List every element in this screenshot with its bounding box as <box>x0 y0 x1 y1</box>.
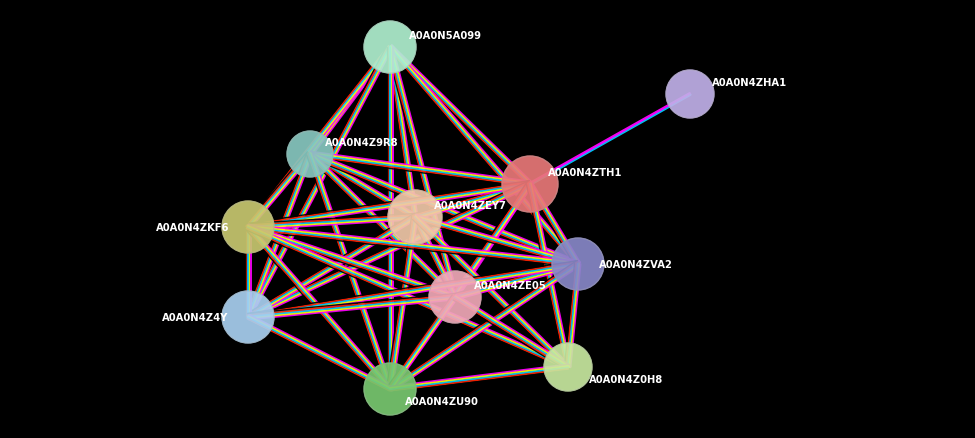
Circle shape <box>552 238 604 290</box>
Circle shape <box>429 272 481 323</box>
Text: A0A0N4ZKF6: A0A0N4ZKF6 <box>156 223 230 233</box>
Circle shape <box>544 343 592 391</box>
Text: A0A0N4Z9R8: A0A0N4Z9R8 <box>326 138 399 148</box>
Circle shape <box>502 157 558 212</box>
Text: A0A0N4ZVA2: A0A0N4ZVA2 <box>599 259 673 269</box>
Circle shape <box>388 191 442 244</box>
Circle shape <box>666 71 714 119</box>
Circle shape <box>364 363 416 415</box>
Circle shape <box>222 201 274 254</box>
Text: A0A0N4Z0H8: A0A0N4Z0H8 <box>589 374 663 384</box>
Text: A0A0N4ZU90: A0A0N4ZU90 <box>405 396 479 406</box>
Text: A0A0N4ZHA1: A0A0N4ZHA1 <box>713 78 788 88</box>
Circle shape <box>364 22 416 74</box>
Text: A0A0N4ZTH1: A0A0N4ZTH1 <box>548 168 622 177</box>
Text: A0A0N4Z4Y: A0A0N4Z4Y <box>162 312 228 322</box>
Text: A0A0N5A099: A0A0N5A099 <box>409 31 482 41</box>
Circle shape <box>222 291 274 343</box>
Text: A0A0N4ZE05: A0A0N4ZE05 <box>474 280 546 290</box>
Circle shape <box>287 132 333 177</box>
Text: A0A0N4ZEY7: A0A0N4ZEY7 <box>434 201 506 211</box>
